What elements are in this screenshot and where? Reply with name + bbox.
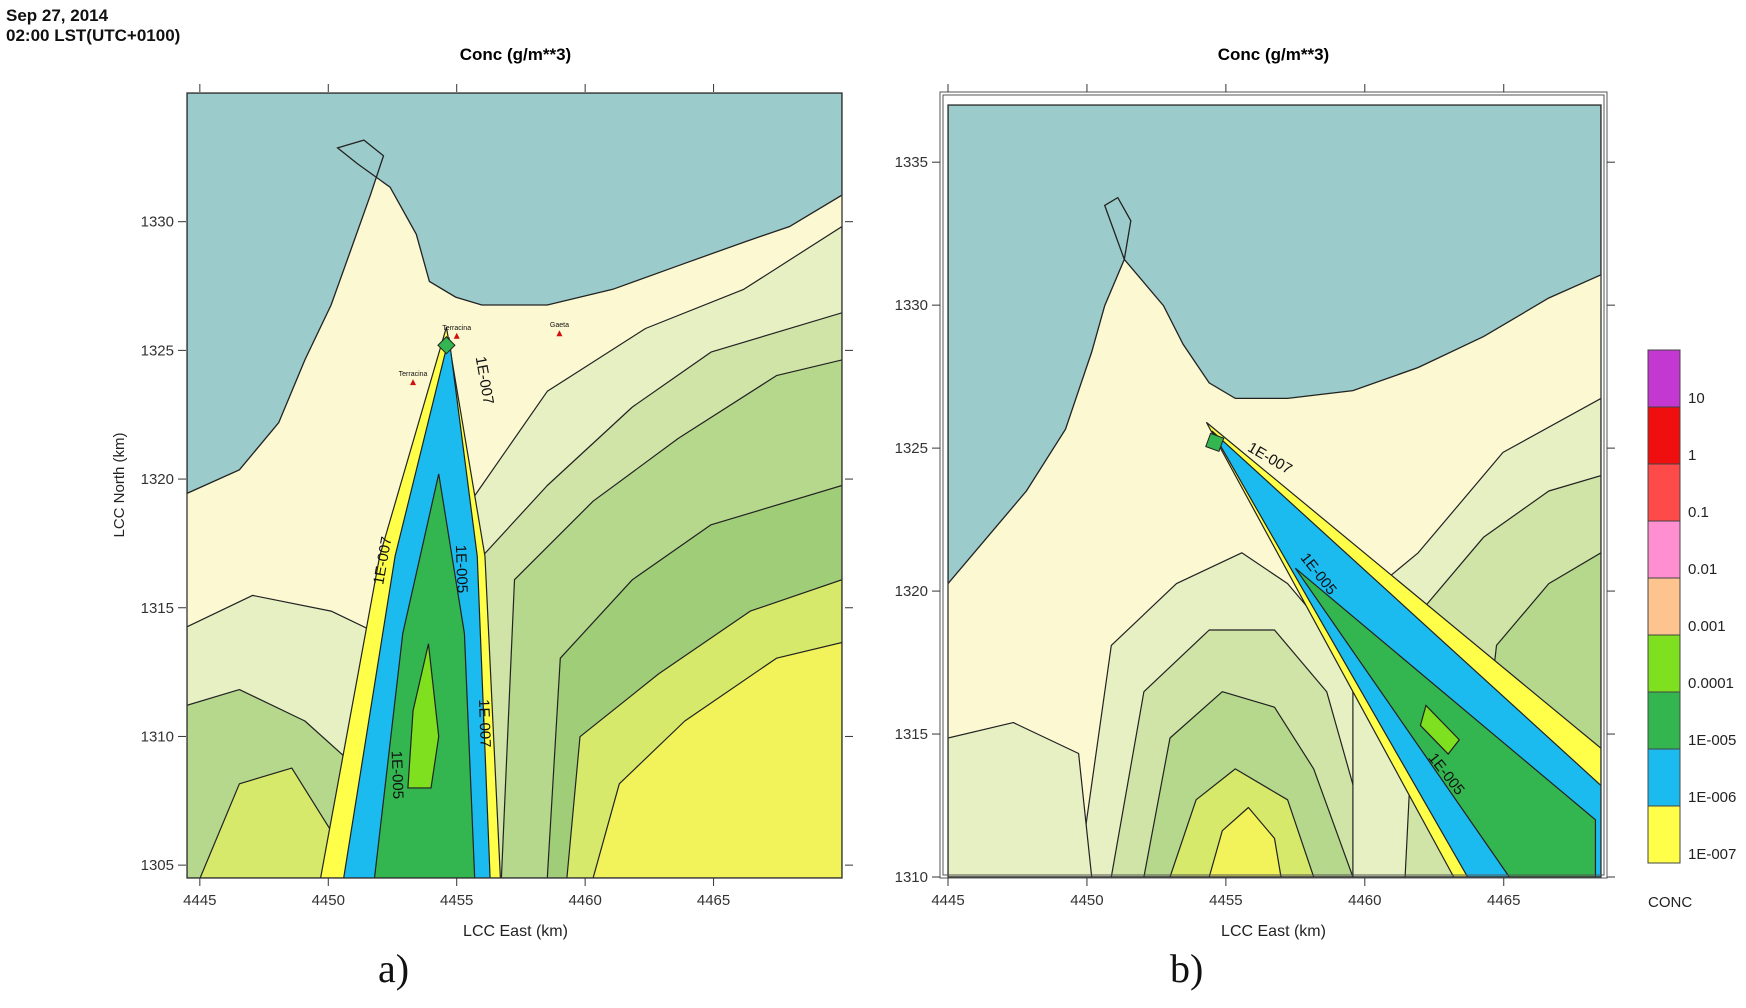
place-marker [556, 330, 563, 337]
y-tick-label: 1325 [141, 342, 174, 359]
y-tick-label: 1320 [141, 471, 174, 488]
concentration-legend: 10 1 0.1 0.01 0.001 0.0001 1E-005 1E-006 1E-007 C… [1647, 349, 1736, 911]
x-axis-label: LCC East (km) [1221, 923, 1326, 940]
y-tick-label: 1310 [895, 869, 928, 886]
legend-label: 1E-007 [1688, 846, 1736, 863]
legend-swatch [1647, 748, 1681, 807]
legend-swatch [1647, 520, 1681, 579]
y-tick-label: 1305 [141, 857, 174, 874]
legend-swatch [1647, 805, 1681, 864]
chart-title: Conc (g/m**3) [1218, 45, 1329, 64]
plume-1e-004 [1419, 704, 1461, 755]
legend-label: 10 [1688, 390, 1705, 407]
place-marker [453, 332, 460, 339]
legend-label: 0.1 [1688, 504, 1709, 521]
legend-label: 0.001 [1688, 618, 1726, 635]
y-tick-label: 1330 [895, 297, 928, 314]
source-marker [437, 336, 456, 355]
x-tick-label: 4465 [1487, 892, 1520, 909]
time-label: 02:00 LST(UTC+0100) [6, 26, 181, 45]
date-label: Sep 27, 2014 [6, 6, 109, 25]
x-tick-label: 4460 [1348, 892, 1381, 909]
sea-area [948, 105, 1601, 585]
place-marker [410, 379, 417, 386]
outer-frame [939, 91, 1608, 879]
x-tick-label: 4455 [440, 892, 473, 909]
legend-label: 0.01 [1688, 561, 1717, 578]
x-tick-label: 4455 [1209, 892, 1242, 909]
contour-label: 1E-005 [452, 545, 471, 594]
x-tick-label: 4450 [312, 892, 345, 909]
contour-label: 1E-005 [388, 750, 407, 799]
y-tick-label: 1335 [895, 154, 928, 171]
terrain-band [199, 767, 345, 878]
x-axis-label: LCC East (km) [463, 923, 568, 940]
panel-a-caption: a) [378, 946, 410, 991]
legend-swatch [1647, 577, 1681, 636]
chart-title: Conc (g/m**3) [460, 45, 571, 64]
plot-frame [947, 104, 1602, 878]
source-marker [1205, 432, 1225, 453]
plume-1e-005 [1294, 567, 1597, 877]
sea-area [187, 93, 842, 495]
place-label: Terracina [399, 371, 428, 378]
y-tick-label: 1315 [895, 726, 928, 743]
x-tick-label: 4460 [568, 892, 601, 909]
outer-frame [942, 94, 1605, 876]
panel-b-caption: b) [1170, 946, 1204, 991]
y-axis-label: LCC North (km) [111, 432, 128, 537]
legend-swatch [1647, 463, 1681, 522]
y-tick-label: 1310 [141, 728, 174, 745]
terrain-band [948, 722, 1093, 877]
plot-frame [186, 92, 843, 879]
x-tick-label: 4450 [1070, 892, 1103, 909]
y-tick-label: 1325 [895, 440, 928, 457]
legend-label: 1E-006 [1688, 789, 1736, 806]
contour-label: 1E-007 [475, 699, 494, 748]
x-tick-label: 4465 [697, 892, 730, 909]
y-tick-label: 1315 [141, 600, 174, 617]
legend-title: CONC [1648, 894, 1692, 911]
y-tick-label: 1330 [141, 214, 174, 231]
legend-label: 1E-005 [1688, 732, 1736, 749]
terrain-band [592, 641, 842, 878]
place-label: Terracina [442, 325, 471, 332]
legend-swatch [1647, 406, 1681, 465]
terrain-band [1208, 806, 1282, 877]
plume-1e-004 [407, 643, 440, 789]
legend-label: 1 [1688, 447, 1696, 464]
place-label: Gaeta [550, 322, 569, 329]
legend-swatch [1647, 691, 1681, 750]
legend-label: 0.0001 [1688, 675, 1734, 692]
x-tick-label: 4445 [931, 892, 964, 909]
x-tick-label: 4445 [183, 892, 216, 909]
legend-swatch [1647, 634, 1681, 693]
y-tick-label: 1320 [895, 583, 928, 600]
legend-swatch [1647, 349, 1681, 408]
